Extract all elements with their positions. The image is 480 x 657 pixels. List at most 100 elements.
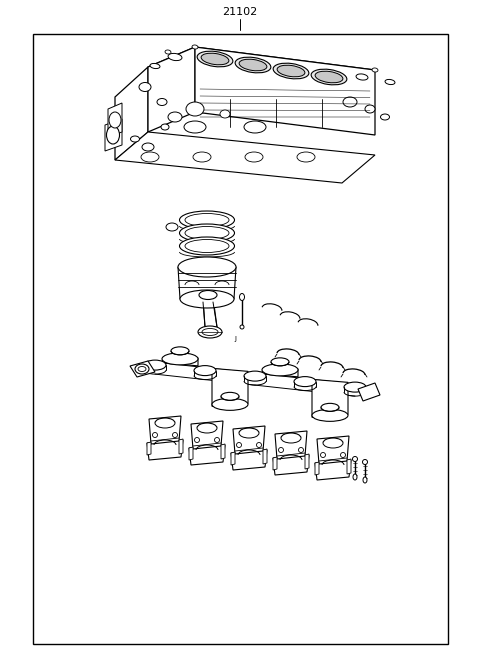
Ellipse shape <box>201 53 229 65</box>
Ellipse shape <box>185 214 229 227</box>
Polygon shape <box>262 369 298 377</box>
Polygon shape <box>179 439 183 454</box>
Ellipse shape <box>180 211 235 229</box>
Ellipse shape <box>356 74 368 80</box>
Ellipse shape <box>186 102 204 116</box>
Ellipse shape <box>194 438 200 443</box>
Ellipse shape <box>299 447 303 453</box>
Ellipse shape <box>278 447 284 453</box>
Ellipse shape <box>381 114 389 120</box>
Ellipse shape <box>153 432 157 438</box>
Ellipse shape <box>240 325 244 329</box>
Ellipse shape <box>352 457 358 461</box>
Ellipse shape <box>362 459 368 464</box>
Ellipse shape <box>138 367 146 371</box>
Ellipse shape <box>109 112 121 128</box>
Ellipse shape <box>180 290 234 308</box>
Ellipse shape <box>312 409 348 421</box>
Polygon shape <box>162 358 198 366</box>
Ellipse shape <box>142 143 154 151</box>
Ellipse shape <box>271 358 289 366</box>
Polygon shape <box>317 436 349 464</box>
Ellipse shape <box>321 403 339 411</box>
Ellipse shape <box>144 360 166 370</box>
Ellipse shape <box>244 371 266 381</box>
Polygon shape <box>275 431 307 459</box>
Polygon shape <box>148 47 375 90</box>
Polygon shape <box>147 442 151 455</box>
Polygon shape <box>115 132 375 183</box>
Ellipse shape <box>178 257 236 277</box>
Ellipse shape <box>365 105 375 113</box>
Ellipse shape <box>273 63 309 79</box>
Polygon shape <box>315 460 351 480</box>
Ellipse shape <box>385 79 395 85</box>
Ellipse shape <box>157 99 167 106</box>
Ellipse shape <box>135 364 149 374</box>
Polygon shape <box>233 426 265 454</box>
Polygon shape <box>108 103 122 137</box>
Ellipse shape <box>172 432 178 438</box>
Ellipse shape <box>363 477 367 483</box>
Polygon shape <box>203 297 217 327</box>
Ellipse shape <box>198 326 222 338</box>
Ellipse shape <box>197 51 233 67</box>
Ellipse shape <box>185 240 229 252</box>
Ellipse shape <box>353 474 357 480</box>
Ellipse shape <box>343 97 357 107</box>
Ellipse shape <box>256 443 262 447</box>
Polygon shape <box>358 383 380 401</box>
Ellipse shape <box>193 152 211 162</box>
Ellipse shape <box>185 227 229 240</box>
Ellipse shape <box>168 53 182 60</box>
Ellipse shape <box>321 453 325 457</box>
Ellipse shape <box>162 353 198 365</box>
Ellipse shape <box>168 112 182 122</box>
Ellipse shape <box>340 453 346 457</box>
Polygon shape <box>130 361 155 377</box>
Ellipse shape <box>165 50 171 54</box>
Polygon shape <box>212 369 248 406</box>
Polygon shape <box>178 267 236 299</box>
Ellipse shape <box>180 224 235 242</box>
Ellipse shape <box>344 382 366 392</box>
Text: 21102: 21102 <box>222 7 258 17</box>
Ellipse shape <box>212 398 248 411</box>
Ellipse shape <box>240 294 244 300</box>
Ellipse shape <box>235 57 271 73</box>
Ellipse shape <box>184 121 206 133</box>
Ellipse shape <box>215 438 219 443</box>
Polygon shape <box>148 47 195 132</box>
Polygon shape <box>273 457 277 470</box>
Polygon shape <box>191 421 223 449</box>
Ellipse shape <box>199 290 217 300</box>
Polygon shape <box>347 459 351 474</box>
Polygon shape <box>315 462 319 475</box>
Ellipse shape <box>277 65 305 77</box>
Ellipse shape <box>166 223 178 231</box>
Bar <box>33 34 448 644</box>
Polygon shape <box>147 440 183 460</box>
Polygon shape <box>305 454 309 469</box>
Polygon shape <box>231 452 235 465</box>
Polygon shape <box>273 455 309 475</box>
Polygon shape <box>189 447 193 460</box>
Ellipse shape <box>372 68 378 72</box>
Ellipse shape <box>239 59 267 71</box>
Ellipse shape <box>202 328 218 336</box>
Polygon shape <box>312 379 348 417</box>
Ellipse shape <box>150 64 160 68</box>
Polygon shape <box>263 449 267 464</box>
Polygon shape <box>221 444 225 459</box>
Ellipse shape <box>107 126 120 144</box>
Ellipse shape <box>244 121 266 133</box>
Ellipse shape <box>180 237 235 255</box>
Ellipse shape <box>141 152 159 162</box>
Polygon shape <box>189 445 225 465</box>
Ellipse shape <box>311 69 347 85</box>
Ellipse shape <box>161 124 169 130</box>
Text: J: J <box>234 336 236 342</box>
Ellipse shape <box>294 376 316 386</box>
Polygon shape <box>149 416 181 444</box>
Ellipse shape <box>194 365 216 376</box>
